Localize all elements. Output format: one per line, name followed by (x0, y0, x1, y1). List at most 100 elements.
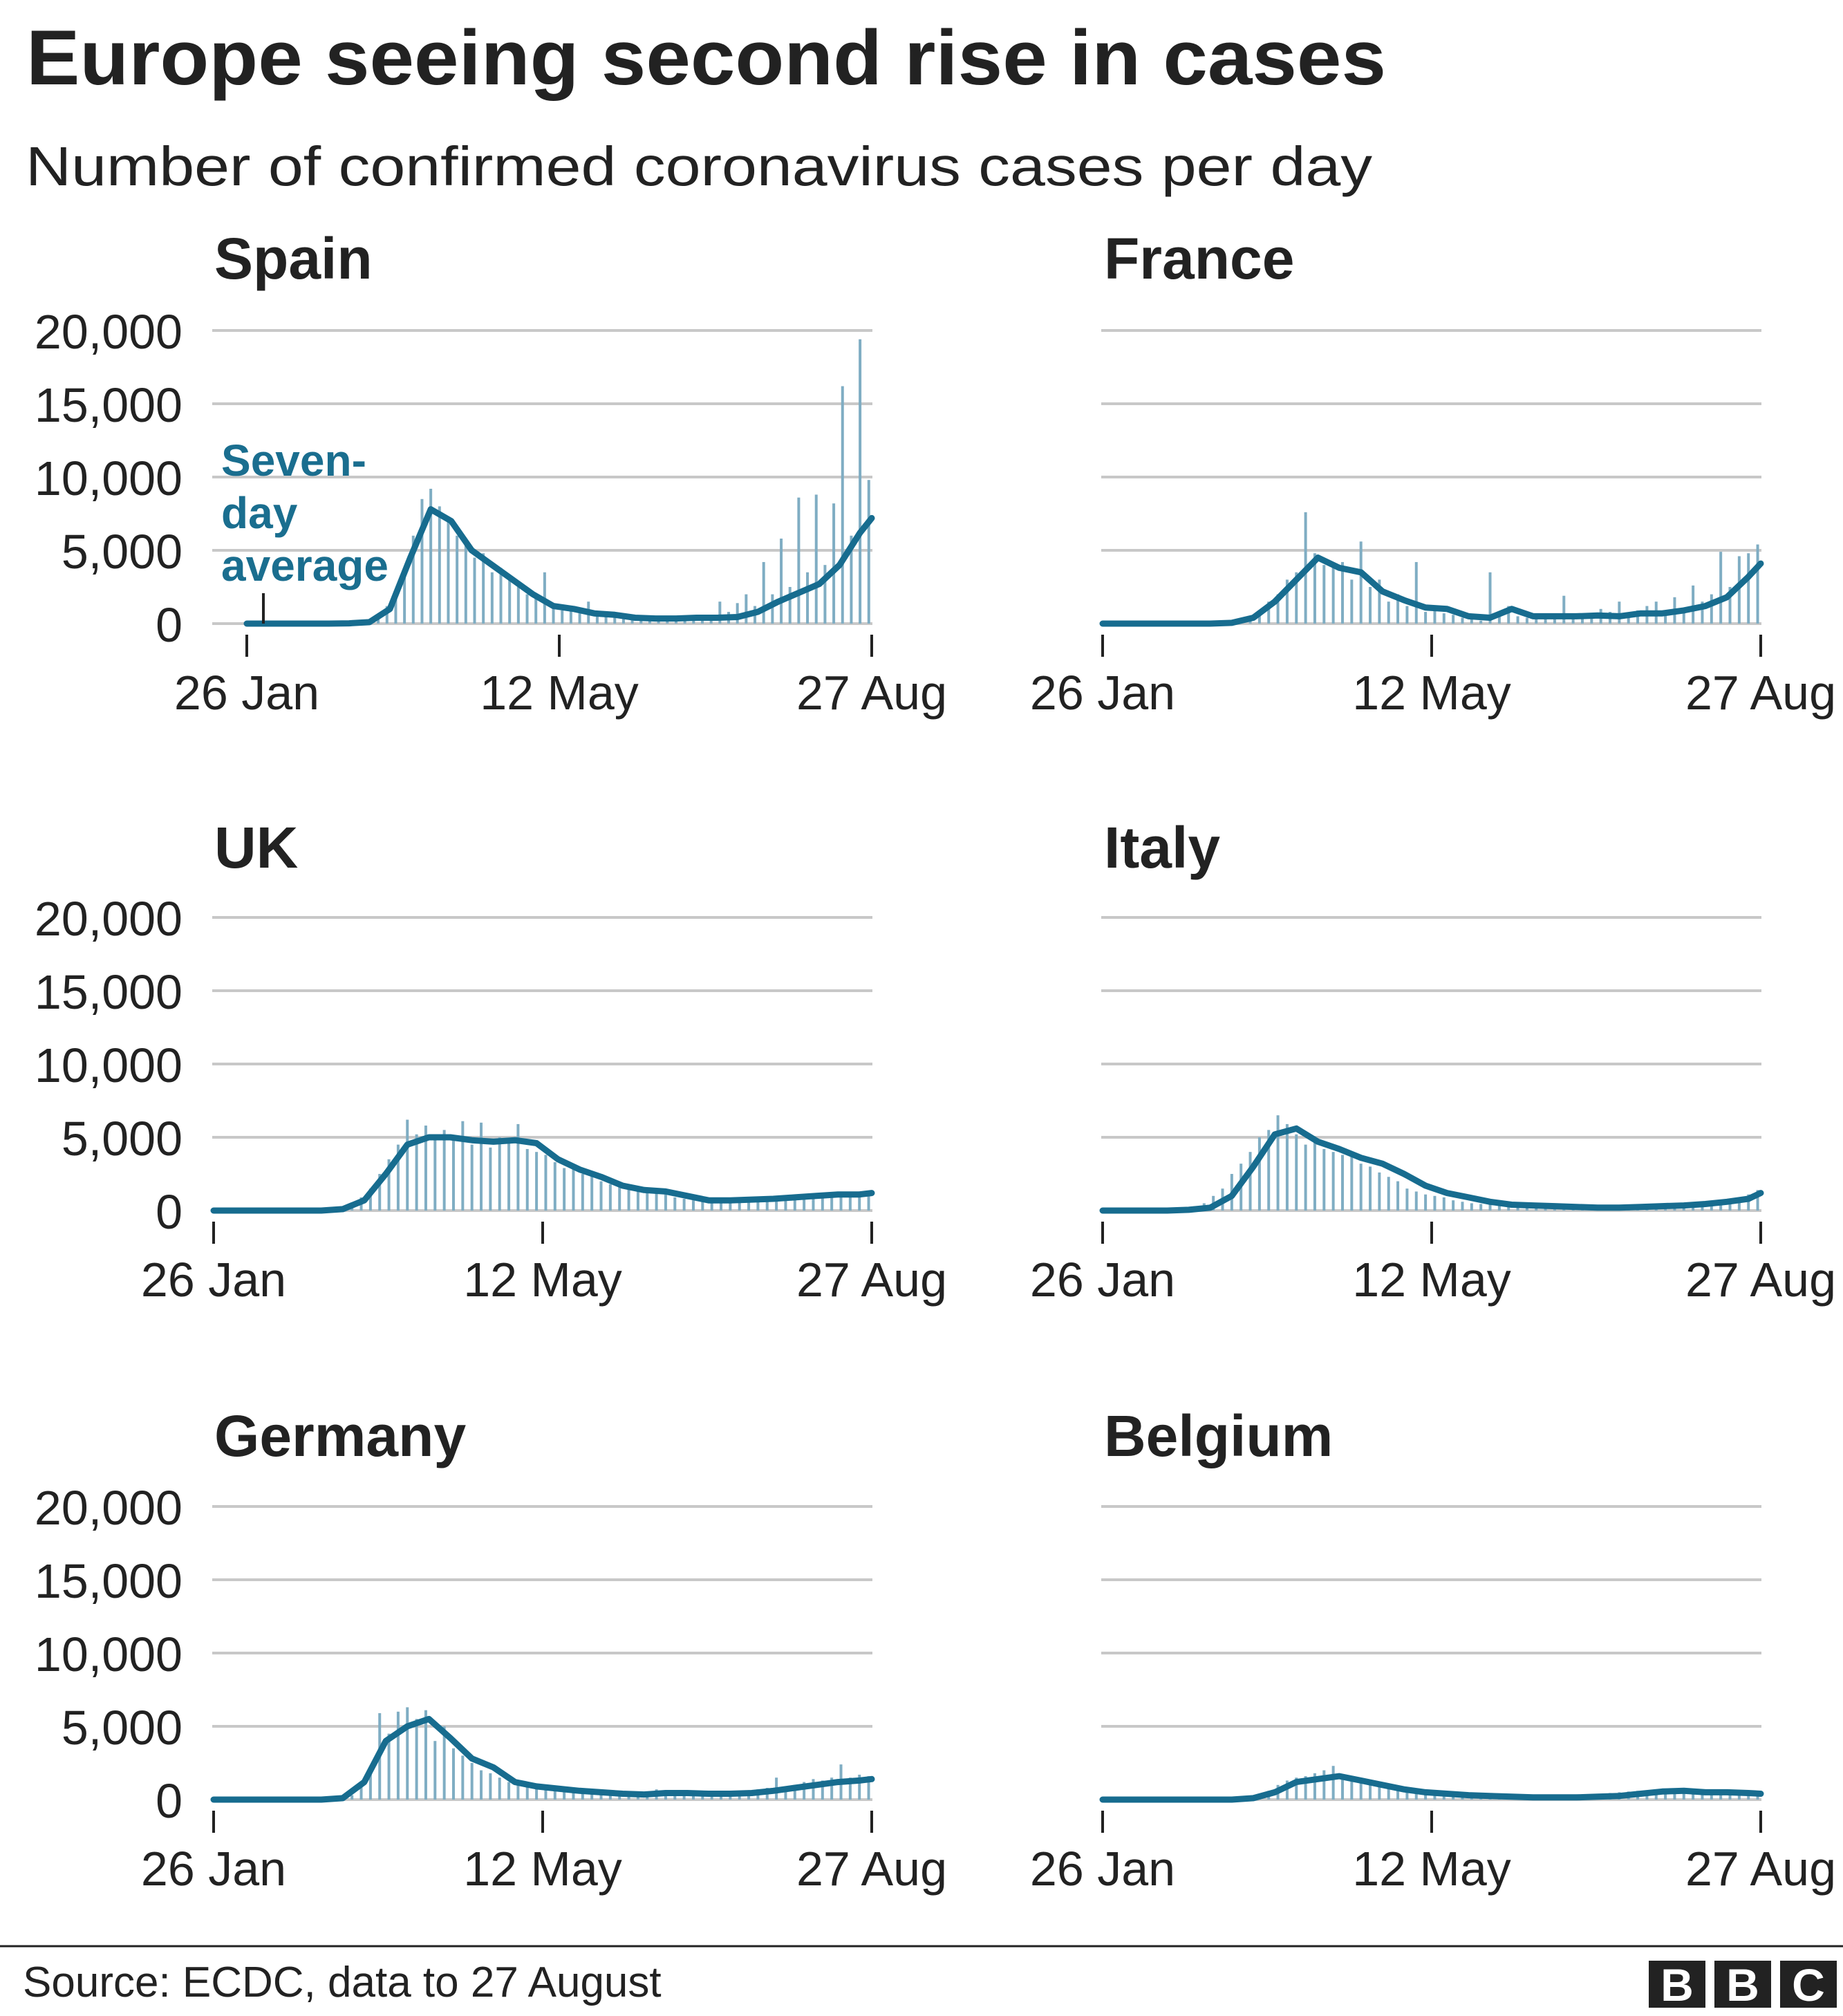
daily-cases-bar (1636, 610, 1640, 624)
daily-cases-bar (859, 339, 862, 624)
daily-cases-bar (784, 1195, 787, 1211)
daily-cases-bar (636, 1190, 639, 1211)
bbc-logo: B B C (1649, 1959, 1837, 2010)
daily-cases-bar (516, 1123, 520, 1211)
daily-cases-bar (762, 561, 765, 624)
daily-cases-bar (1719, 552, 1723, 624)
y-tick-label: 0 (156, 1774, 183, 1828)
daily-cases-bar (1442, 613, 1446, 624)
panel-title: Belgium (1104, 1403, 1333, 1468)
daily-cases-bar (1452, 1795, 1455, 1800)
daily-cases-bar (442, 1130, 446, 1211)
daily-cases-bar (1571, 617, 1575, 624)
daily-cases-bar (387, 1159, 391, 1211)
daily-cases-bar (1414, 561, 1418, 624)
daily-cases-bar (498, 1777, 501, 1800)
x-tick-label: 26 Jan (1030, 1253, 1175, 1307)
daily-cases-bar (1359, 1779, 1363, 1800)
daily-cases-bar (1747, 553, 1750, 624)
daily-cases-bar (1350, 1777, 1354, 1800)
daily-cases-bar (780, 539, 783, 624)
daily-cases-bar (673, 1793, 677, 1800)
daily-cases-bar (646, 1191, 649, 1211)
daily-cases-bar (544, 1789, 548, 1800)
daily-cases-bar (489, 1773, 492, 1800)
daily-cases-bar (618, 1794, 621, 1800)
daily-cases-bar (664, 1194, 667, 1211)
daily-cases-bar (771, 594, 774, 624)
daily-cases-bar (1737, 1197, 1741, 1211)
daily-cases-bar (1350, 579, 1354, 624)
daily-cases-bar (433, 1741, 437, 1800)
annotation-line-3: average (221, 541, 389, 590)
daily-cases-bar (378, 1174, 382, 1211)
x-tick-label: 26 Jan (1030, 1842, 1175, 1896)
daily-cases-bar (1322, 1148, 1326, 1211)
bbc-logo-letter: B (1660, 1959, 1694, 2010)
daily-cases-bar (832, 503, 836, 624)
daily-cases-bar (489, 1147, 492, 1211)
daily-cases-bar (1433, 1793, 1437, 1800)
daily-cases-bar (1340, 561, 1344, 624)
daily-cases-bar (630, 619, 634, 624)
daily-cases-bar (516, 587, 520, 624)
y-tick-label: 10,000 (35, 1627, 183, 1681)
daily-cases-bar (1257, 1137, 1261, 1211)
daily-cases-bar (830, 1193, 834, 1211)
daily-cases-bar (1719, 1201, 1723, 1211)
daily-cases-bar (1507, 1205, 1510, 1211)
daily-cases-bar (1369, 587, 1372, 624)
daily-cases-bar (415, 1134, 418, 1211)
panel-title: Italy (1104, 815, 1220, 880)
daily-cases-bar (480, 1122, 483, 1211)
daily-cases-bar (1340, 1774, 1344, 1800)
daily-cases-bar (464, 543, 467, 624)
daily-cases-bar (729, 1200, 732, 1211)
daily-cases-bar (1479, 620, 1483, 624)
daily-cases-bar (368, 1770, 372, 1800)
daily-cases-bar (1322, 565, 1326, 624)
y-tick-label: 20,000 (35, 305, 183, 359)
daily-cases-bar (1497, 1205, 1501, 1211)
daily-cases-bar (438, 506, 441, 624)
panel-title: Spain (214, 226, 373, 291)
y-tick-label: 0 (156, 598, 183, 652)
daily-cases-bar (525, 594, 529, 624)
daily-cases-bar (1405, 606, 1409, 624)
daily-cases-bar (1553, 619, 1556, 624)
daily-cases-bar (499, 568, 503, 624)
y-tick-label: 20,000 (35, 892, 183, 946)
daily-cases-bar (1488, 572, 1492, 624)
daily-cases-bar (516, 1784, 520, 1800)
daily-cases-bar (461, 1121, 465, 1211)
panel-italy: Italy 26 Jan 12 May 27 Aug (1030, 815, 1836, 1307)
daily-cases-bar (797, 497, 801, 624)
daily-cases-bar (1331, 1766, 1335, 1800)
daily-cases-bar (812, 1779, 815, 1800)
annotation-line-2: day (221, 488, 298, 538)
daily-cases-bar (1728, 1199, 1732, 1211)
daily-cases-bar (1313, 553, 1316, 624)
daily-cases-bar (691, 1793, 695, 1800)
daily-cases-bar (1470, 1203, 1473, 1211)
daily-cases-bar (821, 1195, 824, 1211)
panel-uk: UK 0 5,000 10,000 15,000 20,000 26 Jan 12 May 27… (35, 815, 947, 1307)
x-tick-label: 12 May (1352, 666, 1511, 720)
daily-cases-bar (1618, 601, 1621, 624)
daily-cases-bar (424, 1126, 427, 1211)
daily-cases-bar (1322, 1770, 1326, 1800)
panel-spain: Spain 0 5,000 10,000 15,000 20,000 26 Jan 12 Ma… (35, 226, 947, 720)
daily-cases-bar (691, 1200, 695, 1211)
daily-cases-bar (1359, 1164, 1363, 1211)
daily-cases-bar (1442, 1197, 1446, 1211)
daily-cases-bar (1331, 568, 1335, 624)
x-tick-label: 27 Aug (796, 1253, 947, 1307)
daily-cases-bar (858, 1774, 861, 1800)
daily-cases-bar (1479, 1204, 1483, 1211)
x-tick-label: 26 Jan (174, 666, 319, 720)
daily-cases-bar (604, 616, 608, 624)
y-tick-label: 10,000 (35, 451, 183, 505)
daily-cases-bar (350, 1795, 354, 1800)
daily-cases-bar (1737, 556, 1741, 624)
daily-cases-bar (1756, 1793, 1759, 1800)
